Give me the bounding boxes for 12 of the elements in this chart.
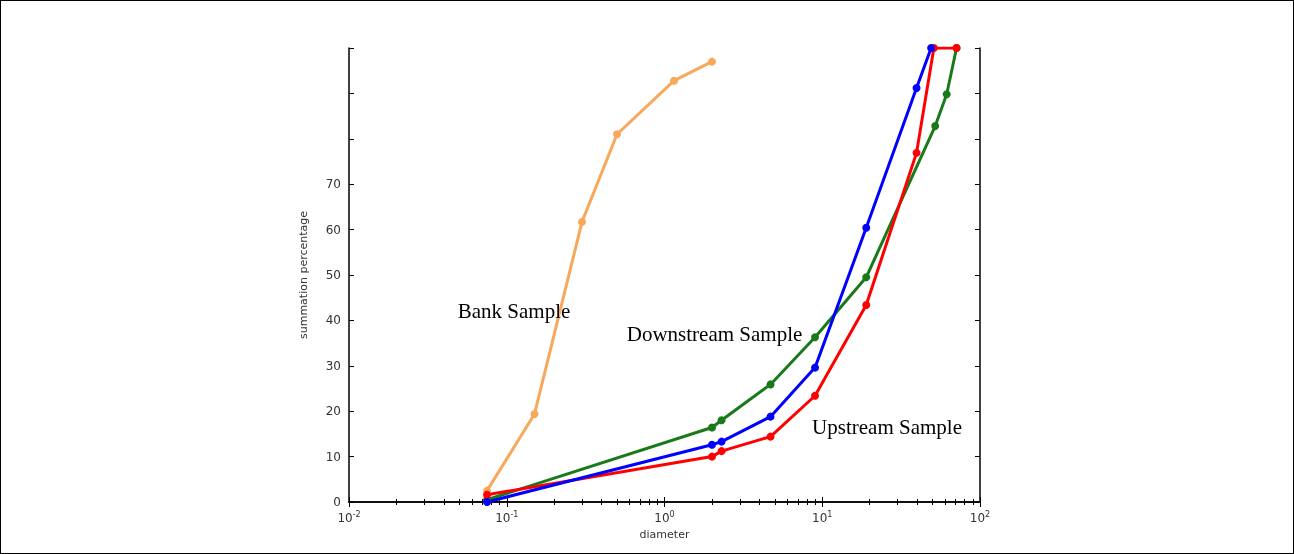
y-tick-label: 40 [325, 313, 341, 328]
y-tick-label: 70 [325, 177, 341, 192]
y-tick-label: 60 [325, 222, 341, 237]
series-label: Upstream Sample [812, 414, 962, 439]
y-tick-label: 20 [325, 404, 341, 419]
y-tick-label: 10 [325, 449, 341, 464]
y-tick-label: 0 [333, 495, 341, 509]
series-label: Downstream Sample [626, 322, 803, 347]
y-tick-label: 50 [325, 268, 341, 282]
x-axis-title: diameter [639, 527, 690, 541]
y-tick-label: 30 [325, 358, 341, 373]
y-axis-title: summation percentage [297, 210, 310, 340]
